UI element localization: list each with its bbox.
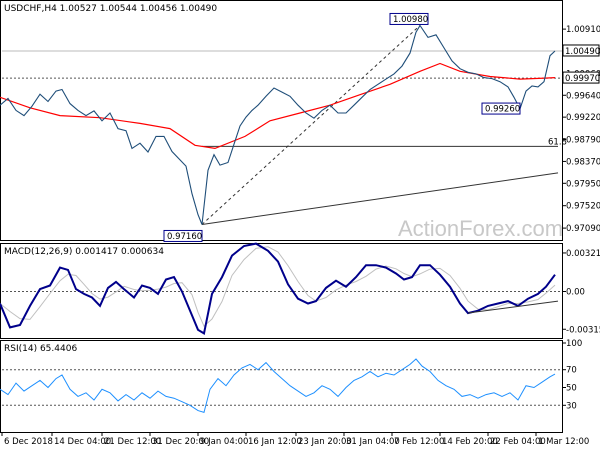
annotation-box <box>389 12 429 25</box>
macd-trendline <box>467 300 559 314</box>
macd-y-tick: 0.003219 <box>566 249 600 259</box>
macd-y-tick: -0.003153 <box>566 325 600 335</box>
x-tick-label: 1 Mar 12:00 <box>538 437 589 447</box>
current-price-label: 1.00490 <box>565 47 600 57</box>
x-tick-label: 21 Dec 12:00 <box>104 437 161 447</box>
rsi-y-tick: 70 <box>566 366 577 376</box>
rsi-y-tick: 50 <box>566 384 577 394</box>
price-y-tick: 0.97950 <box>566 179 600 189</box>
price-annotation: 0.97160 <box>163 229 203 242</box>
annotation-label: 1.00980 <box>393 15 428 25</box>
trendline-1 <box>201 25 421 225</box>
rsi-y-tick: 30 <box>566 401 577 411</box>
macd-signal-line <box>0 246 556 328</box>
x-tick-label: 14 Feb 20:00 <box>442 437 498 447</box>
fib-label: 61.8 <box>548 137 567 147</box>
level-line-label: 0.99970 <box>565 74 600 84</box>
rsi-y-tick: 100 <box>566 339 582 349</box>
price-panel <box>0 0 563 241</box>
price-y-tick: 0.97520 <box>566 202 600 212</box>
price-annotation: 1.00980 <box>389 12 429 25</box>
x-tick-label: 6 Dec 2018 <box>4 437 53 447</box>
price-y-tick: 0.98370 <box>566 157 600 167</box>
rsi-header: RSI(14) 65.4406 <box>4 344 77 354</box>
annotation-box <box>481 102 521 115</box>
price-annotation: 0.99260 <box>481 102 521 115</box>
watermark: ActionForex.com <box>398 216 563 241</box>
macd-header: MACD(12,26,9) 0.001417 0.000634 <box>4 247 164 257</box>
level-line-label-box <box>562 71 600 84</box>
x-tick-label: 23 Jan 20:00 <box>298 437 352 447</box>
macd-y-tick: 0.00 <box>566 288 585 298</box>
x-tick-label: 31 Jan 04:00 <box>346 437 400 447</box>
annotation-label: 0.97160 <box>167 232 202 242</box>
x-tick-label: 22 Feb 04:00 <box>490 437 546 447</box>
annotation-label: 0.99260 <box>485 105 520 115</box>
x-tick-label: 7 Feb 12:00 <box>394 437 444 447</box>
current-price-label-box <box>562 44 600 57</box>
macd-line <box>0 242 556 335</box>
price-y-tick: 1.00910 <box>566 25 600 35</box>
trendline-0 <box>201 172 559 225</box>
x-tick-label: 16 Jan 12:00 <box>248 437 302 447</box>
price-line <box>0 24 556 225</box>
price-y-tick: 0.99640 <box>566 91 600 101</box>
annotation-box <box>163 229 203 242</box>
x-tick-label: 14 Dec 04:00 <box>54 437 111 447</box>
price-header: USDCHF,H4 1.00527 1.00544 1.00456 1.0049… <box>4 4 217 14</box>
rsi-panel <box>0 340 563 433</box>
x-tick-label: 31 Dec 20:00 <box>152 437 209 447</box>
rsi-line <box>0 358 556 414</box>
price-y-tick: 0.99220 <box>566 113 600 123</box>
price-y-tick: 0.98790 <box>566 136 600 146</box>
price-y-tick: 0.97090 <box>566 224 600 234</box>
x-tick-label: 9 Jan 04:00 <box>200 437 248 447</box>
